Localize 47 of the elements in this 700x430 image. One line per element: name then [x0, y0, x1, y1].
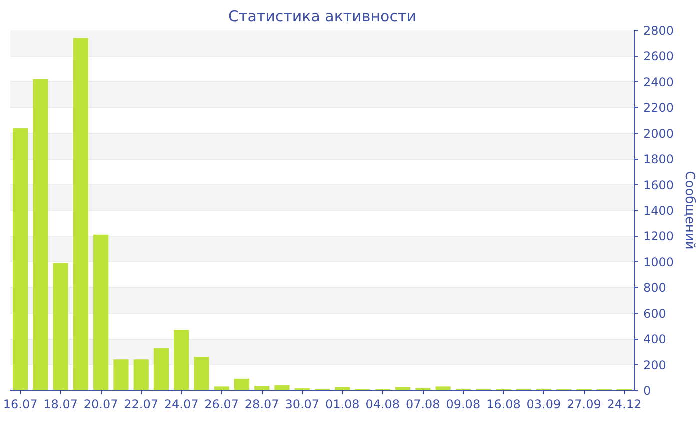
x-tick-label: 16.07 [3, 398, 38, 412]
x-tick-label: 27.09 [567, 398, 602, 412]
chart-title: Статистика активности [228, 8, 416, 26]
bar [214, 386, 230, 390]
bar [134, 360, 149, 390]
x-tick-label: 26.07 [204, 398, 240, 412]
x-tick-label: 28.07 [244, 398, 280, 412]
y-tick-label: 2000 [644, 126, 674, 141]
bar [94, 234, 109, 390]
bar [53, 263, 68, 390]
y-tick-label: 1200 [644, 230, 674, 244]
x-tick-label: 24.12 [607, 398, 642, 412]
bar [274, 385, 290, 390]
bar [114, 360, 129, 390]
x-tick-label: 30.07 [285, 398, 320, 412]
bar [33, 79, 48, 390]
y-tick-label: 600 [644, 306, 666, 321]
y-tick-label: 2200 [644, 101, 674, 116]
bar [194, 357, 210, 390]
x-tick-label: 20.07 [84, 398, 118, 412]
x-tick-label: 03.09 [526, 398, 562, 412]
y-tick-label: 2600 [644, 50, 674, 64]
y-tick-label: 2400 [644, 75, 674, 90]
y-tick-label: 1400 [644, 204, 674, 218]
x-tick-label: 24.07 [164, 398, 199, 412]
y-axis-title: Сообщений [682, 171, 698, 250]
bar [13, 128, 28, 390]
x-tick-label: 01.08 [325, 398, 360, 412]
x-tick-label: 04.08 [366, 398, 400, 412]
y-tick-label: 400 [644, 332, 666, 347]
x-tick-label: 22.07 [124, 398, 159, 412]
bar [154, 348, 170, 390]
y-tick-label: 1800 [644, 152, 674, 167]
x-tick-label: 18.07 [44, 398, 78, 412]
x-tick-label: 16.08 [486, 398, 521, 412]
x-tick-label: 07.08 [406, 398, 440, 412]
y-tick-label: 1000 [644, 255, 674, 270]
bar [174, 330, 190, 390]
y-tick-label: 2800 [644, 24, 674, 38]
y-tick-label: 800 [644, 281, 666, 296]
y-tick-label: 1600 [644, 178, 674, 192]
y-tick-label: 200 [644, 358, 666, 372]
bar [234, 378, 250, 390]
bar [436, 386, 451, 390]
bar [73, 38, 88, 390]
y-tick-label: 0 [644, 384, 652, 398]
x-tick-label: 09.08 [446, 398, 481, 412]
